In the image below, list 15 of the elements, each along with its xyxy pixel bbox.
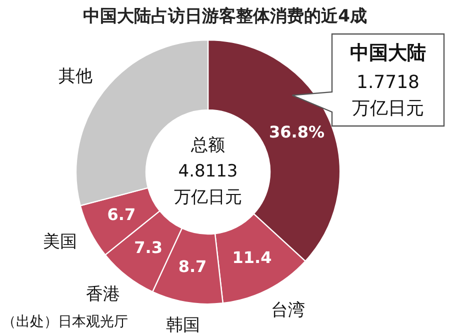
- data-label: 6.7: [107, 205, 136, 224]
- slice-label: 韩国: [166, 316, 200, 334]
- slice-label: 中国大陆: [350, 42, 426, 64]
- data-label: 11.4: [232, 248, 272, 267]
- data-label: 36.8%: [269, 122, 325, 142]
- data-label: 8.7: [178, 257, 207, 276]
- text: 总额 4.8113 万亿日元: [174, 136, 242, 208]
- slice-label: 美国: [42, 232, 77, 252]
- slice-label: 台湾: [270, 300, 305, 321]
- text: 1.7718 万亿日元: [352, 72, 424, 119]
- data-label: 7.3: [134, 238, 162, 257]
- slice-label: 香港: [86, 284, 120, 305]
- text: （出处）日本观光厅: [2, 314, 128, 330]
- chart-title: 中国大陆占访日游客整体消费的近4成: [83, 6, 367, 27]
- slice-label: 其他: [58, 66, 92, 86]
